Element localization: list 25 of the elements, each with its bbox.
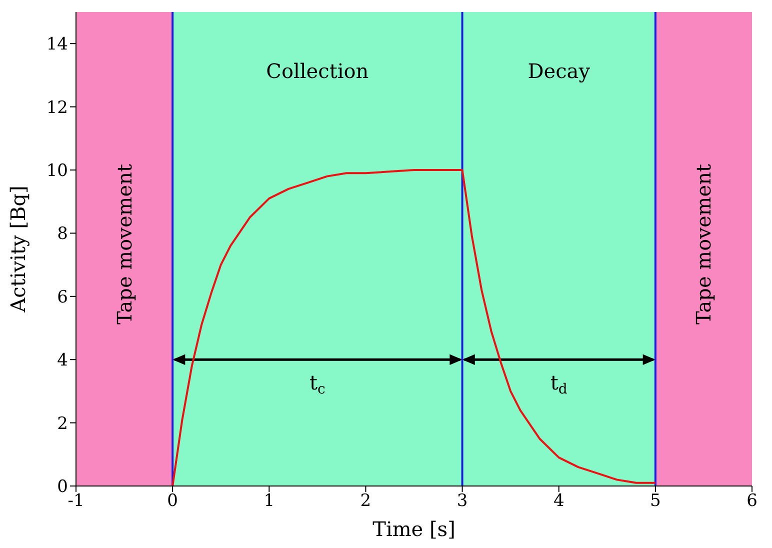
y-tick-label: 4 — [57, 350, 68, 371]
y-tick-label: 10 — [46, 161, 68, 182]
x-tick-label: 4 — [553, 491, 564, 512]
y-tick-label: 6 — [57, 287, 68, 308]
y-tick-label: 0 — [57, 477, 68, 498]
x-tick-label: 1 — [264, 491, 275, 512]
band-label: Tape movement — [692, 164, 716, 325]
band-label: Collection — [266, 59, 369, 83]
x-axis-title: Time [s] — [372, 517, 456, 541]
annotation: t$_{c}$ — [309, 370, 326, 398]
x-tick-label: -1 — [68, 491, 84, 512]
x-tick-label: 6 — [746, 491, 758, 512]
x-tick-label: 3 — [456, 491, 468, 512]
x-tick-label: 2 — [360, 491, 372, 512]
y-tick-label: 8 — [57, 224, 68, 244]
band-label: Tape movement — [112, 164, 136, 325]
y-tick-label: 12 — [46, 98, 68, 118]
y-axis-title: Activity [Bq] — [6, 186, 30, 314]
x-tick-label: 5 — [650, 491, 661, 512]
y-tick-label: 2 — [57, 414, 68, 434]
y-tick-label: 14 — [46, 34, 68, 55]
x-tick-label: 0 — [167, 491, 178, 512]
annotation: t$_{d}$ — [550, 370, 568, 398]
line-series — [172, 169, 656, 486]
band-label: Decay — [528, 59, 591, 83]
